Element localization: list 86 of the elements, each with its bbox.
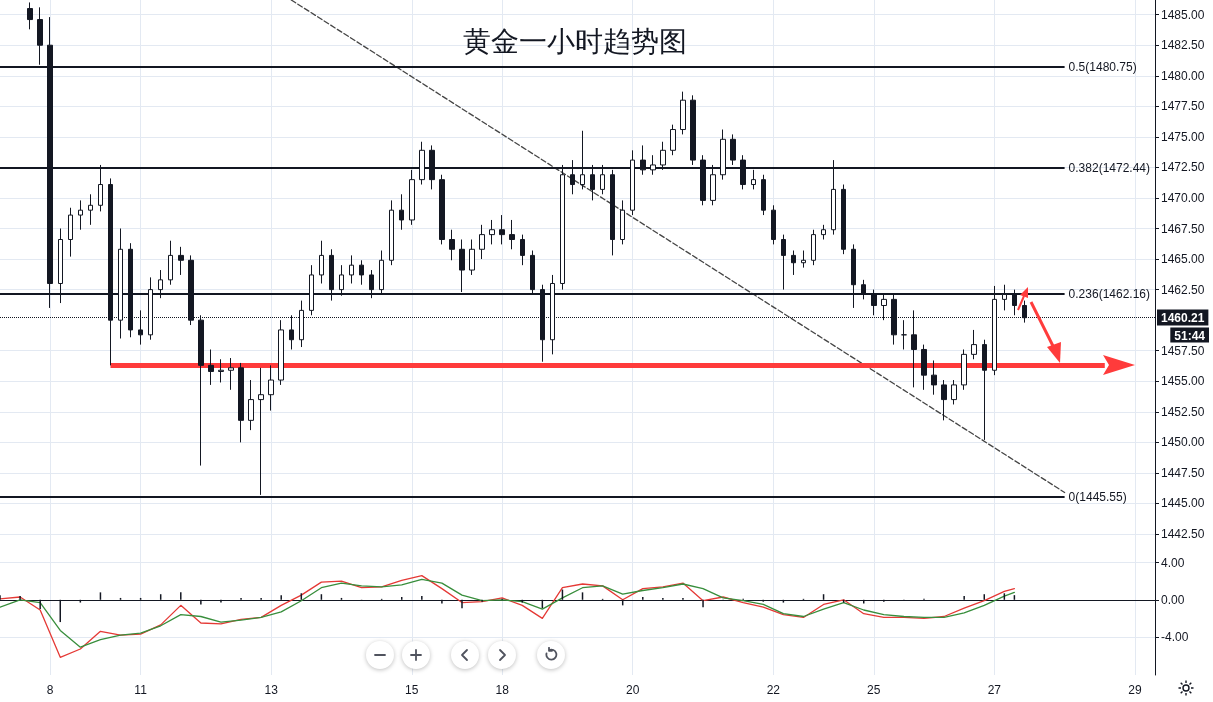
y-tick-label: 1455.00 xyxy=(1161,374,1205,389)
y-tick-label: 4.00 xyxy=(1161,555,1185,570)
y-tick-label: 1482.50 xyxy=(1161,38,1205,53)
candlestick xyxy=(78,199,83,231)
y-tick-label: 1480.00 xyxy=(1161,68,1205,83)
candlestick xyxy=(761,174,766,216)
candlestick xyxy=(730,133,736,166)
y-tick-label: 1485.00 xyxy=(1161,7,1205,22)
y-tick-label: 1445.00 xyxy=(1161,496,1205,511)
candlestick xyxy=(208,348,214,386)
candlestick xyxy=(781,234,786,291)
candlestick xyxy=(389,199,394,266)
candlestick xyxy=(801,250,806,269)
y-tick-label: 1467.50 xyxy=(1161,221,1205,236)
text: 黄金一小时趋势图 xyxy=(463,25,687,57)
candlestick xyxy=(931,359,937,396)
candlestick xyxy=(479,224,485,260)
candlestick xyxy=(88,193,93,226)
ref-line-label: 0.382(1472.44) xyxy=(1068,161,1151,176)
candlestick xyxy=(791,250,796,276)
candlestick xyxy=(690,94,696,166)
x-tick-label: 29 xyxy=(1128,683,1142,697)
candlestick xyxy=(359,259,364,286)
y-tick-label: 1475.00 xyxy=(1161,129,1205,144)
candlestick xyxy=(27,1,33,30)
candlestick xyxy=(268,364,274,412)
y-tick-label: -4.00 xyxy=(1161,629,1189,644)
y-tick-label: 1450.00 xyxy=(1161,435,1205,450)
candlestick xyxy=(228,357,234,391)
candlestick xyxy=(971,329,977,360)
y-tick-label: 1472.50 xyxy=(1161,160,1205,175)
candlestick xyxy=(489,219,495,245)
y-tick-label: 1465.00 xyxy=(1161,252,1205,267)
candlestick xyxy=(841,184,846,255)
x-tick-label: 20 xyxy=(626,683,640,697)
candlestick xyxy=(68,207,73,258)
line-series xyxy=(0,578,1016,648)
candlestick xyxy=(771,204,776,245)
candlestick xyxy=(399,193,404,231)
x-tick-label: 15 xyxy=(405,683,419,697)
candlestick xyxy=(168,240,173,286)
candlestick xyxy=(821,224,826,241)
candlestick xyxy=(319,240,324,284)
candlestick xyxy=(349,254,354,284)
candlestick xyxy=(178,246,184,276)
y-tick-label: 1470.00 xyxy=(1161,190,1205,205)
candlestick xyxy=(449,229,455,261)
line-series xyxy=(0,574,1016,659)
candlestick xyxy=(218,358,224,383)
candlestick xyxy=(680,91,686,135)
candlestick xyxy=(238,362,244,443)
candlestick xyxy=(499,214,505,245)
candlestick xyxy=(921,344,927,391)
y-tick-label: 1457.50 xyxy=(1161,343,1205,358)
candlestick xyxy=(961,348,967,391)
candlestick xyxy=(469,239,475,276)
ref-line-label: 1460.21 xyxy=(1161,310,1205,325)
y-tick-label: 1462.50 xyxy=(1161,282,1205,297)
text: 51:44 xyxy=(1174,328,1206,343)
candlestick xyxy=(901,319,907,350)
y-tick-label: 0.00 xyxy=(1161,592,1185,607)
x-tick-label: 13 xyxy=(264,683,279,697)
x-tick-label: 8 xyxy=(46,683,54,697)
candlestick xyxy=(811,229,816,266)
x-tick-label: 22 xyxy=(766,683,781,697)
y-tick-label: 1452.50 xyxy=(1161,404,1205,419)
ref-line-label: 0(1445.55) xyxy=(1068,489,1127,504)
candlestick xyxy=(509,219,515,250)
candlestick xyxy=(620,199,625,245)
y-tick-label: 1447.50 xyxy=(1161,465,1205,480)
x-tick-label: 25 xyxy=(867,683,881,697)
candlestick xyxy=(941,379,947,421)
candlestick xyxy=(520,234,525,266)
candlestick xyxy=(439,174,445,245)
candlestick xyxy=(278,319,284,386)
ref-line-label: 0.5(1480.75) xyxy=(1068,59,1137,74)
y-tick-label: 1477.50 xyxy=(1161,99,1205,114)
candlestick xyxy=(248,379,254,431)
y-tick-label: 1442.50 xyxy=(1161,527,1205,541)
x-tick-label: 27 xyxy=(987,683,1002,697)
candlestick xyxy=(670,124,676,156)
x-tick-label: 11 xyxy=(134,683,148,697)
x-tick-label: 18 xyxy=(495,683,510,697)
candlestick xyxy=(951,379,957,405)
ref-line-label: 0.236(1462.16) xyxy=(1068,286,1151,301)
candlestick xyxy=(982,339,987,441)
